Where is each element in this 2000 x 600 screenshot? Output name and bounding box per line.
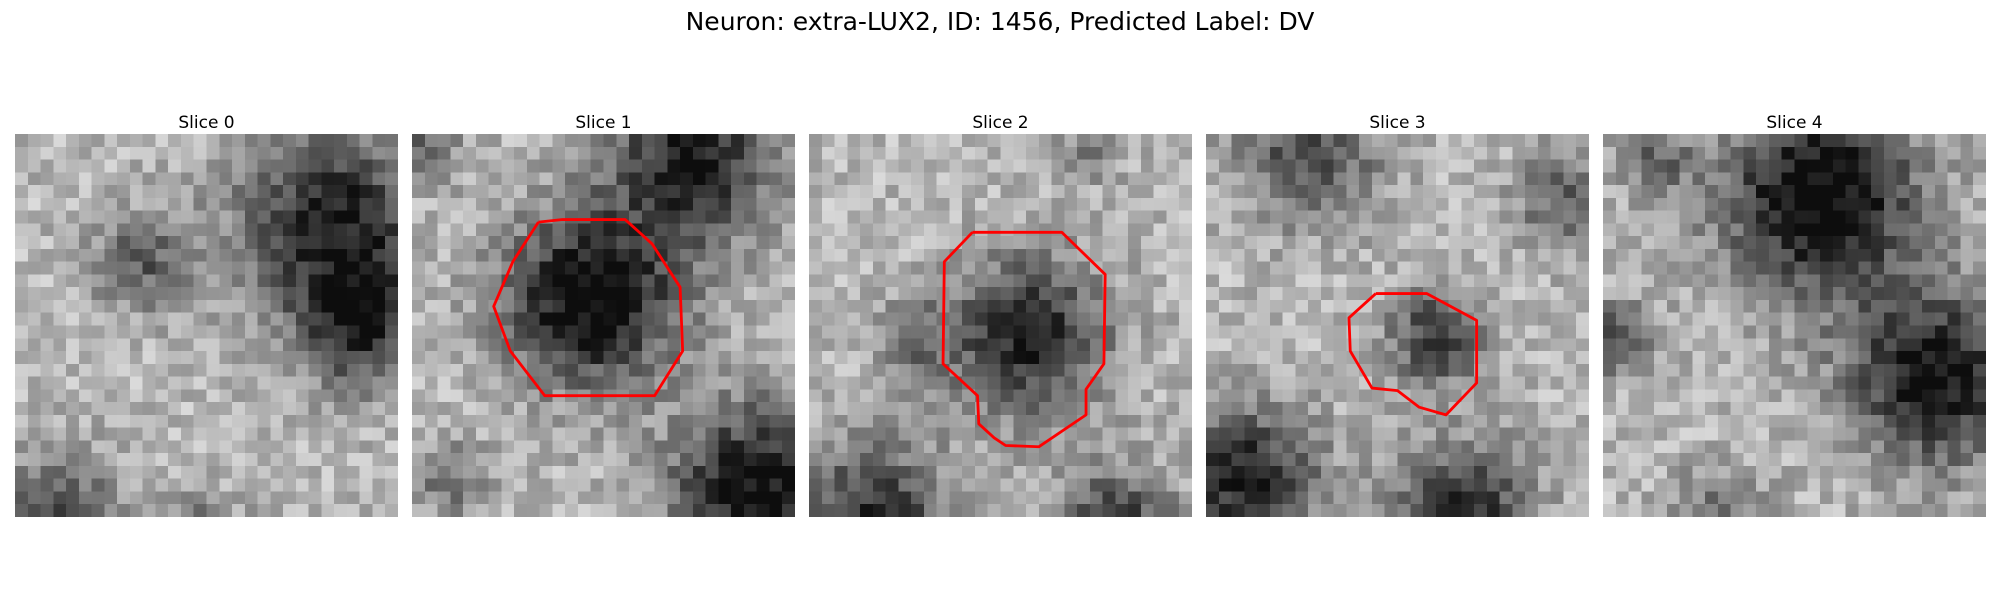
- slice-image-1: [412, 134, 795, 517]
- figure-title: Neuron: extra-LUX2, ID: 1456, Predicted …: [685, 7, 1315, 36]
- slice-title-4: Slice 4: [1766, 113, 1823, 133]
- slice-image-4: [1603, 134, 1986, 517]
- slice-image-0: [15, 134, 398, 517]
- slice-panel-1: Slice 1: [412, 112, 795, 517]
- slice-title-3: Slice 3: [1369, 113, 1426, 133]
- slice-image-2: [809, 134, 1192, 517]
- slice-panel-0: Slice 0: [15, 112, 398, 517]
- slice-title-0: Slice 0: [178, 113, 235, 133]
- segmentation-contour: [941, 230, 1107, 449]
- segmentation-contour: [492, 218, 685, 398]
- segmentation-contour: [1347, 292, 1479, 417]
- slice-title-1: Slice 1: [575, 113, 632, 133]
- slice-image-3: [1206, 134, 1589, 517]
- slice-title-2: Slice 2: [972, 113, 1029, 133]
- slice-panel-4: Slice 4: [1603, 112, 1986, 517]
- slice-panel-3: Slice 3: [1206, 112, 1589, 517]
- slice-panel-2: Slice 2: [809, 112, 1192, 517]
